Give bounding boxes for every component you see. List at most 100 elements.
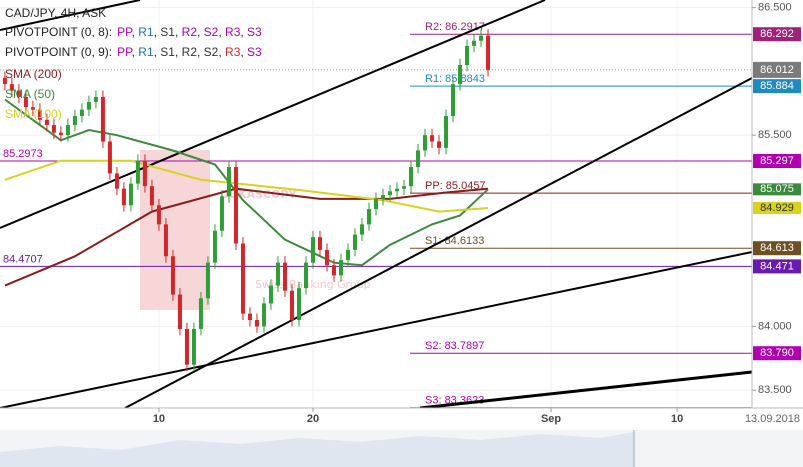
candle-body xyxy=(296,288,301,321)
candle-body xyxy=(240,243,245,314)
candle-body xyxy=(37,109,42,120)
legend-series: SMA (100) xyxy=(5,107,62,121)
candle-body xyxy=(198,298,203,329)
candle-body xyxy=(331,265,336,276)
legend-pivot-item: R1 xyxy=(138,45,154,59)
price-tag-label: 86.292 xyxy=(760,28,794,40)
pivot-label: R1: 85.8843 xyxy=(425,73,485,85)
price-tag xyxy=(753,259,801,274)
sma-tag-label: 85.075 xyxy=(760,183,794,195)
pivot-label: 84.4707 xyxy=(3,253,43,265)
legend-pivot-item: PP xyxy=(117,45,133,59)
candle-body xyxy=(381,195,386,199)
legend-pivot-item: R1 xyxy=(138,25,154,39)
legend-pivot-item: R2 xyxy=(182,45,198,59)
legend-pivot-item: S2 xyxy=(204,25,219,39)
legend-pivot: PIVOTPOINT (0, 9): PP, R1, S1, R2, S2, R3… xyxy=(5,45,262,59)
y-tick-label: 83.500 xyxy=(758,384,792,396)
price-tag-label: 84.471 xyxy=(760,260,794,272)
grid xyxy=(0,0,752,408)
legend-pivot-item: S3 xyxy=(247,25,262,39)
candle-body xyxy=(261,303,266,327)
candle-body xyxy=(486,35,491,70)
sma-tag xyxy=(753,201,801,214)
trendline xyxy=(419,370,753,410)
trendline xyxy=(0,0,546,229)
legend-pivot-item: S3 xyxy=(247,45,262,59)
legend-pivot-item: S1 xyxy=(160,25,175,39)
legend-pivot-item: R2 xyxy=(182,25,198,39)
candle-body xyxy=(366,209,371,225)
trendline xyxy=(0,251,753,409)
candle-body xyxy=(121,188,126,206)
candle-body xyxy=(16,90,21,97)
candles xyxy=(2,29,491,372)
candle-body xyxy=(44,119,49,125)
y-axis: 86.500 85.500 84.000 83.500 86.292 85.884 85.2… xyxy=(752,2,801,396)
price-tag xyxy=(753,27,801,42)
sma-line xyxy=(4,187,489,287)
candle-body xyxy=(107,141,112,174)
sma-line xyxy=(4,98,489,267)
legend-pivot-name: PIVOTPOINT (0, 9): xyxy=(5,45,112,59)
watermark-text: DUKASCOPY xyxy=(220,188,298,201)
price-tag-label: 85.297 xyxy=(760,155,794,167)
candle-body xyxy=(191,328,196,365)
candle-body xyxy=(219,196,224,231)
navigator xyxy=(0,430,803,467)
legend-series: SMA (50) xyxy=(5,87,55,101)
candle-body xyxy=(345,249,350,261)
candle-body xyxy=(458,65,463,85)
legend-pivot-item: PP xyxy=(117,25,133,39)
candle-body xyxy=(310,237,315,263)
candle-body xyxy=(374,198,378,210)
candle-body xyxy=(177,294,182,329)
candle-body xyxy=(149,186,154,206)
candle-body xyxy=(289,290,294,321)
candle-body xyxy=(409,167,414,187)
candle-body xyxy=(51,124,56,133)
price-tag xyxy=(753,153,801,168)
candle-body xyxy=(128,183,133,206)
price-tag xyxy=(753,79,801,94)
candle-body xyxy=(423,135,428,151)
candle-body xyxy=(338,260,343,276)
legend-pivot-item: R3 xyxy=(225,45,241,59)
candle-body xyxy=(352,234,357,250)
candle-body xyxy=(114,173,119,189)
candle-body xyxy=(282,262,287,291)
trendlines xyxy=(0,0,753,410)
candle-body xyxy=(65,124,70,136)
time-axis xyxy=(0,408,803,430)
watermark-logo xyxy=(140,150,210,310)
price-tag xyxy=(753,346,801,361)
price-tag xyxy=(753,241,801,256)
trendline xyxy=(0,0,141,31)
legend-pivot-name: PIVOTPOINT (0, 8): xyxy=(5,25,112,39)
candle-body xyxy=(233,167,238,244)
legend-series: SMA (200) xyxy=(5,67,62,81)
price-tag-label: 83.790 xyxy=(760,347,794,359)
candle-body xyxy=(254,320,259,327)
candle-body xyxy=(2,77,7,85)
candle-body xyxy=(247,313,252,321)
candle-body xyxy=(416,150,421,168)
x-axis: 10 20 Sep 10 xyxy=(153,408,683,425)
candle-body xyxy=(395,188,400,192)
x-tick-label: 10 xyxy=(153,413,165,425)
watermark: DUKASCOPY Swiss Banking Group xyxy=(140,150,371,310)
pivot-label: R2: 86.2917 xyxy=(425,21,485,33)
candle-body xyxy=(275,262,280,286)
candle-body xyxy=(359,224,364,235)
candle-body xyxy=(58,132,63,136)
candle-body xyxy=(142,160,147,187)
candle-body xyxy=(205,262,210,299)
candle-body xyxy=(402,186,407,189)
legend-pivot-item: S2 xyxy=(204,45,219,59)
candle-body xyxy=(156,205,161,225)
candle-body xyxy=(226,167,231,197)
x-tick-label: 20 xyxy=(307,413,319,425)
candle-body xyxy=(437,141,442,148)
candle-body xyxy=(79,109,84,117)
